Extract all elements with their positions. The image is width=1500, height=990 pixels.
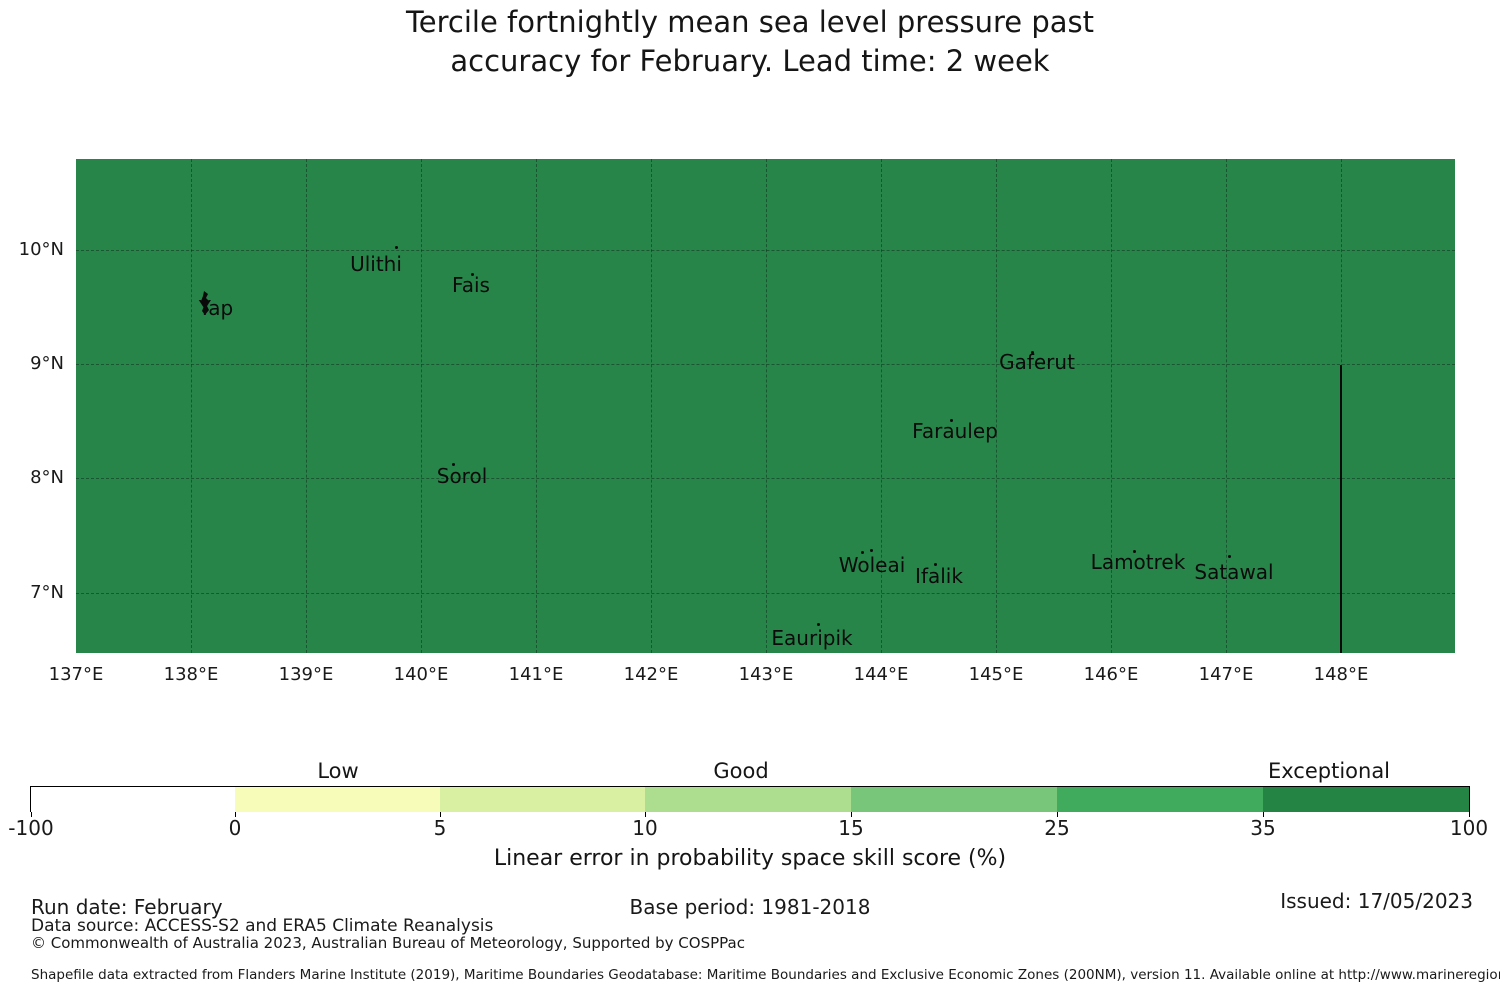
colorbar-axis-label: Linear error in probability space skill … [493,846,1007,871]
y-axis-tick-label: 9°N [30,353,64,374]
map-gridline-vertical [1111,159,1112,653]
x-axis-tick-label: 141°E [508,664,564,685]
colorbar-tick-label: 5 [433,816,447,840]
map-gridline-vertical [651,159,652,653]
colorbar-tick-label: 100 [1449,816,1489,840]
colorbar-tick-label: 0 [228,816,242,840]
island-dot-woleai [860,550,864,554]
figure-title: Tercile fortnightly mean sea level press… [0,3,1500,80]
colorbar-tick-mark [1469,812,1470,817]
x-axis-tick-label: 138°E [163,664,219,685]
colorbar-tick-label: 35 [1250,816,1276,840]
island-dot-satawal [1227,554,1231,558]
map-gridline-horizontal [76,364,1455,365]
x-axis-tick-label: 139°E [278,664,334,685]
x-axis-tick-label: 144°E [853,664,909,685]
map-gridline-vertical [1226,159,1227,653]
figure-title-line2: accuracy for February. Lead time: 2 week [450,43,1050,78]
colorbar-tick-mark [235,812,236,817]
island-dot-lamotrek [1132,549,1136,553]
colorbar-tick-label: 25 [1044,816,1070,840]
map-gridline-vertical [536,159,537,653]
colorbar-segment [1057,787,1263,812]
colorbar-segment [645,787,851,812]
x-axis-tick-label: 147°E [1198,664,1254,685]
island-label-ifalik: Ifalik [915,564,963,588]
island-dot-gaferut [1030,350,1034,354]
island-label-satawal: Satawal [1194,560,1274,584]
y-axis-tick-label: 8°N [30,467,64,488]
map-gridline-vertical [421,159,422,653]
colorbar-tick-mark [1057,812,1058,817]
island-label-eauripik: Eauripik [771,626,853,650]
colorbar-segment [851,787,1057,812]
island-label-gaferut: Gaferut [999,350,1075,374]
island-dot-woleai [869,548,873,552]
copyright-text: © Commonwealth of Australia 2023, Austra… [31,934,745,952]
island-label-woleai: Woleai [838,553,906,577]
x-axis-tick-label: 146°E [1083,664,1139,685]
map-gridline-vertical [191,159,192,653]
x-axis-tick-label: 140°E [393,664,449,685]
colorbar-category-label-good: Good [713,759,769,783]
island-dot-ulithi [394,245,398,249]
map-plot-area [76,159,1455,653]
x-axis-tick-label: 143°E [738,664,794,685]
x-axis-tick-label: 142°E [623,664,679,685]
colorbar-segment [235,787,440,812]
island-label-yap: Yap [198,296,234,320]
colorbar-category-label-exceptional: Exceptional [1267,759,1391,783]
island-label-faraulep: Faraulep [912,419,998,443]
colorbar-segment [31,787,235,812]
island-dot-eauripik [816,622,820,626]
base-period-text: Base period: 1981-2018 [629,895,871,919]
y-axis-tick-label: 7°N [30,582,64,603]
colorbar-segment [1263,787,1469,812]
colorbar-tick-label: 15 [838,816,864,840]
colorbar-category-label-low: Low [317,759,359,783]
island-dot-fais [470,272,474,276]
island-label-fais: Fais [452,273,490,297]
island-dot-ifalik [933,562,937,566]
yap-islet-outline [197,290,213,316]
data-source-text: Data source: ACCESS-S2 and ERA5 Climate … [31,916,494,936]
map-gridline-horizontal [76,478,1455,479]
colorbar-tick-mark [851,812,852,817]
map-gridline-horizontal [76,593,1455,594]
map-gridline-horizontal [76,250,1455,251]
shapefile-attribution-text: Shapefile data extracted from Flanders M… [31,967,1500,983]
colorbar-tick-mark [1263,812,1264,817]
colorbar-tick-mark [440,812,441,817]
map-gridline-vertical [306,159,307,653]
map-gridline-vertical [996,159,997,653]
run-date-text: Run date: February [31,895,223,919]
x-axis-tick-label: 137°E [48,664,104,685]
x-axis-tick-label: 145°E [968,664,1024,685]
colorbar-tick-label: -100 [8,816,54,840]
island-dot-sorol [451,462,455,466]
colorbar-segment [440,787,645,812]
map-gridline-vertical [881,159,882,653]
colorbar-tick-mark [645,812,646,817]
island-label-ulithi: Ulithi [350,252,402,276]
y-axis-tick-label: 10°N [18,239,64,260]
map-gridline-vertical [766,159,767,653]
colorbar-tick-mark [31,812,32,817]
island-label-lamotrek: Lamotrek [1090,550,1186,574]
eez-boundary-line [1340,365,1342,653]
issued-date-text: Issued: 17/05/2023 [1280,889,1473,913]
island-label-sorol: Sorol [436,464,488,488]
x-axis-tick-label: 148°E [1313,664,1369,685]
island-dot-faraulep [949,418,953,422]
figure-title-line1: Tercile fortnightly mean sea level press… [405,5,1095,39]
colorbar-tick-label: 10 [632,816,658,840]
